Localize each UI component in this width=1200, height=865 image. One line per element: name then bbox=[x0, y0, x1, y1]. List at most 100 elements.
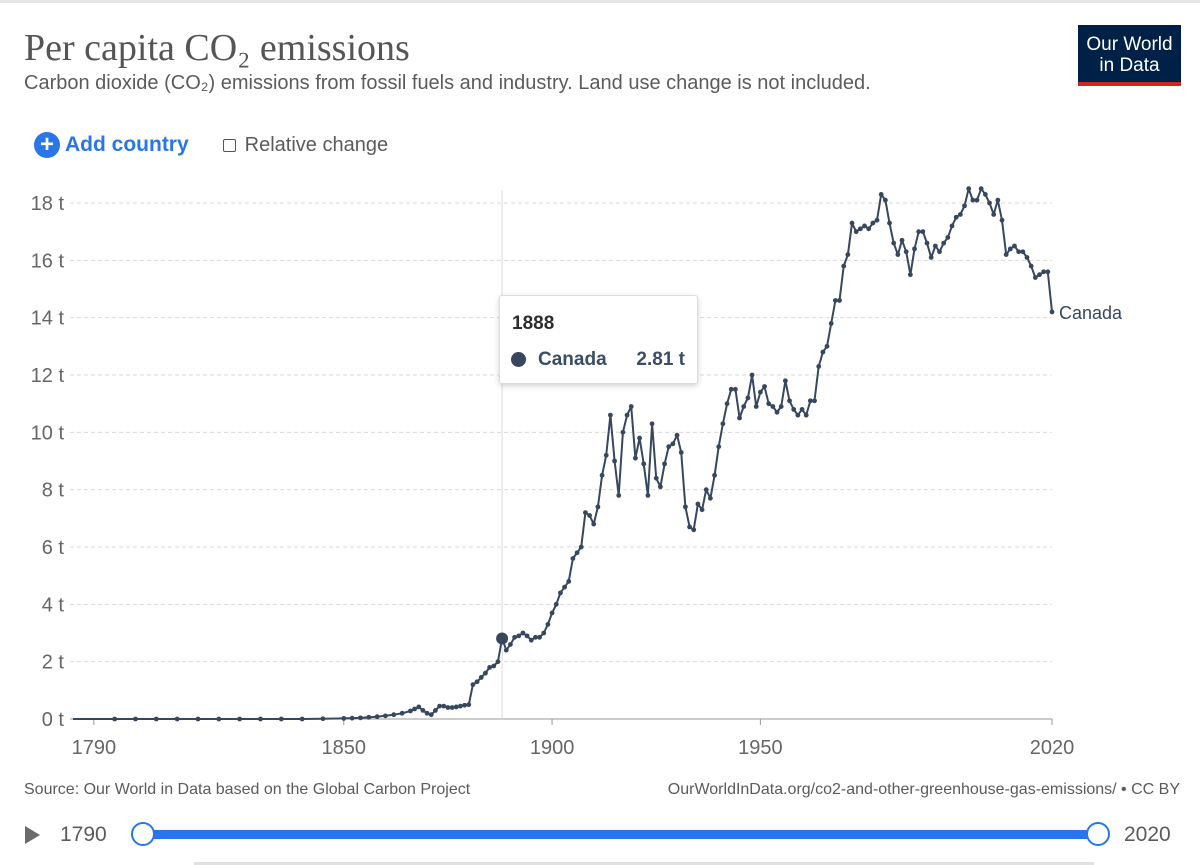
data-point bbox=[899, 237, 905, 243]
data-point bbox=[483, 670, 488, 676]
data-point bbox=[828, 321, 834, 326]
data-point bbox=[574, 550, 580, 556]
data-point bbox=[1016, 249, 1022, 255]
data-point bbox=[633, 455, 638, 461]
y-tick-label: 12 t bbox=[31, 365, 65, 387]
data-point bbox=[591, 521, 597, 527]
data-point bbox=[962, 203, 967, 209]
data-point bbox=[953, 214, 959, 220]
hover-point bbox=[496, 632, 509, 645]
data-point bbox=[812, 398, 817, 404]
data-point bbox=[945, 235, 951, 240]
y-axis-tick-labels: 0 t 2 t 4 t 6 t 8 t 10 t 12 t 14 t 16 t 18 t bbox=[31, 193, 65, 731]
relative-change-checkbox[interactable] bbox=[222, 138, 236, 152]
data-point bbox=[753, 404, 759, 409]
data-point bbox=[545, 622, 551, 627]
data-point bbox=[966, 186, 972, 192]
owid-logo[interactable]: Our World in Data bbox=[1078, 25, 1181, 86]
data-point bbox=[1041, 269, 1047, 275]
timeline-track[interactable] bbox=[141, 830, 1098, 839]
data-point bbox=[687, 524, 692, 530]
timeline-start-handle[interactable] bbox=[131, 822, 155, 846]
data-point bbox=[799, 407, 805, 412]
data-point bbox=[941, 240, 947, 246]
data-point bbox=[645, 493, 651, 498]
timeline-end-handle[interactable] bbox=[1086, 822, 1110, 846]
data-point bbox=[366, 714, 372, 720]
data-point bbox=[374, 714, 380, 720]
data-point bbox=[699, 507, 705, 513]
y-tick-label: 2 t bbox=[42, 652, 65, 674]
data-point bbox=[974, 197, 980, 203]
data-point bbox=[737, 415, 742, 421]
data-point bbox=[866, 226, 872, 232]
data-point bbox=[1012, 243, 1017, 249]
bottom-scrollbar[interactable] bbox=[194, 862, 1094, 865]
data-point bbox=[878, 192, 884, 197]
data-point bbox=[595, 504, 601, 510]
data-point bbox=[949, 223, 955, 229]
data-point bbox=[853, 229, 859, 235]
data-point bbox=[832, 298, 838, 303]
data-point bbox=[707, 495, 713, 501]
data-point bbox=[749, 372, 755, 378]
data-point bbox=[924, 240, 930, 246]
data-point bbox=[524, 633, 530, 639]
data-point bbox=[341, 716, 347, 721]
data-point bbox=[937, 249, 942, 255]
series-end-label: Canada bbox=[1059, 303, 1123, 323]
data-point bbox=[824, 343, 830, 349]
tooltip-series-dot bbox=[511, 352, 526, 367]
tooltip-entity: Canada bbox=[538, 349, 607, 370]
data-point bbox=[666, 444, 672, 450]
x-tick-label: 1900 bbox=[530, 737, 575, 759]
data-point bbox=[195, 716, 201, 722]
data-point bbox=[816, 364, 822, 369]
chart-subtitle: Carbon dioxide (CO₂) emissions from foss… bbox=[24, 72, 871, 94]
data-point bbox=[716, 444, 722, 450]
data-point bbox=[882, 197, 888, 203]
data-point bbox=[874, 217, 880, 223]
add-country-button[interactable]: + Add country bbox=[34, 132, 189, 158]
series-group: Canada bbox=[73, 186, 1123, 722]
data-point bbox=[612, 458, 617, 464]
plus-circle-icon: + bbox=[34, 132, 60, 158]
x-tick-label: 1950 bbox=[738, 737, 783, 759]
data-point bbox=[558, 590, 563, 596]
data-point bbox=[903, 249, 909, 255]
top-divider bbox=[0, 0, 1200, 3]
data-point bbox=[982, 192, 988, 197]
data-point bbox=[870, 220, 876, 226]
data-point bbox=[745, 395, 751, 401]
data-point bbox=[912, 246, 917, 252]
data-point bbox=[682, 504, 688, 510]
data-point bbox=[445, 705, 451, 710]
data-point bbox=[957, 212, 963, 217]
data-point bbox=[907, 272, 913, 278]
data-point bbox=[678, 450, 684, 455]
data-point bbox=[658, 484, 663, 490]
data-point bbox=[1049, 309, 1055, 315]
data-point bbox=[895, 252, 901, 257]
tooltip-value: 2.81 t bbox=[636, 349, 685, 370]
source-note: Source: Our World in Data based on the G… bbox=[24, 781, 471, 798]
data-point bbox=[787, 398, 792, 404]
data-point bbox=[920, 229, 926, 235]
data-point bbox=[133, 716, 138, 722]
data-point bbox=[1020, 249, 1026, 255]
x-tick-label: 1790 bbox=[72, 737, 117, 759]
data-point bbox=[487, 665, 492, 670]
data-point bbox=[458, 703, 463, 709]
data-point bbox=[970, 197, 976, 203]
relative-change-toggle[interactable]: Relative change bbox=[222, 134, 388, 157]
source-link[interactable]: OurWorldInData.org/co2-and-other-greenho… bbox=[667, 781, 1180, 798]
play-icon[interactable] bbox=[25, 826, 40, 844]
data-point bbox=[299, 716, 305, 722]
data-point bbox=[1024, 255, 1030, 260]
series-line-canada bbox=[73, 187, 1053, 720]
y-tick-label: 6 t bbox=[42, 537, 65, 559]
data-point bbox=[774, 409, 780, 415]
data-point bbox=[278, 716, 284, 722]
data-point bbox=[491, 663, 497, 669]
data-point bbox=[587, 513, 592, 518]
